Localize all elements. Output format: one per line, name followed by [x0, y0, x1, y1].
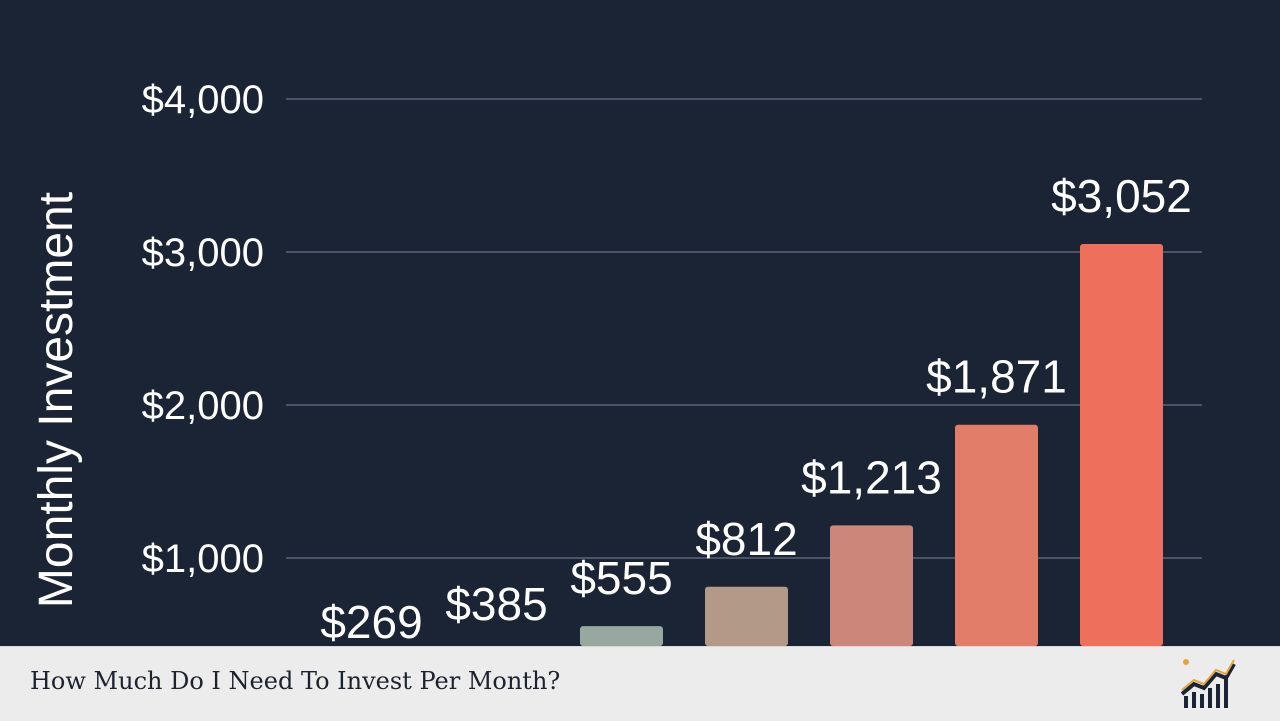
bar-value-label: $269 [320, 596, 422, 646]
footer-title: How Much Do I Need To Invest Per Month? [30, 667, 561, 695]
bar [830, 525, 913, 646]
growth-chart-icon [1180, 659, 1236, 708]
bar [705, 586, 788, 646]
y-axis-label: Monthly Investment [30, 192, 83, 608]
y-tick-label: $2,000 [142, 384, 264, 428]
y-tick-label: $4,000 [142, 78, 264, 122]
grid-layer: $1,000 $2,000 $3,000 $4,000 [142, 78, 1202, 581]
y-tick-label: $3,000 [142, 231, 264, 275]
footer-bar: How Much Do I Need To Invest Per Month? [0, 646, 1280, 721]
bar [955, 424, 1038, 646]
bar-value-label: $1,871 [926, 351, 1067, 403]
bar [580, 626, 663, 646]
bar [1080, 244, 1163, 646]
bar-chart: $1,000 $2,000 $3,000 $4,000 $269 $385 $555 $81… [30, 78, 1202, 646]
bar-value-label: $385 [445, 578, 547, 630]
y-tick-label: $1,000 [142, 537, 264, 581]
bar-value-label: $555 [570, 552, 672, 604]
bar-value-label: $1,213 [801, 451, 942, 503]
bar-value-label: $812 [695, 513, 797, 565]
bar-value-label: $3,052 [1051, 170, 1192, 222]
bar-layer: $269 $385 $555 $812$1,213 $1,871 $3,052 [320, 170, 1192, 646]
